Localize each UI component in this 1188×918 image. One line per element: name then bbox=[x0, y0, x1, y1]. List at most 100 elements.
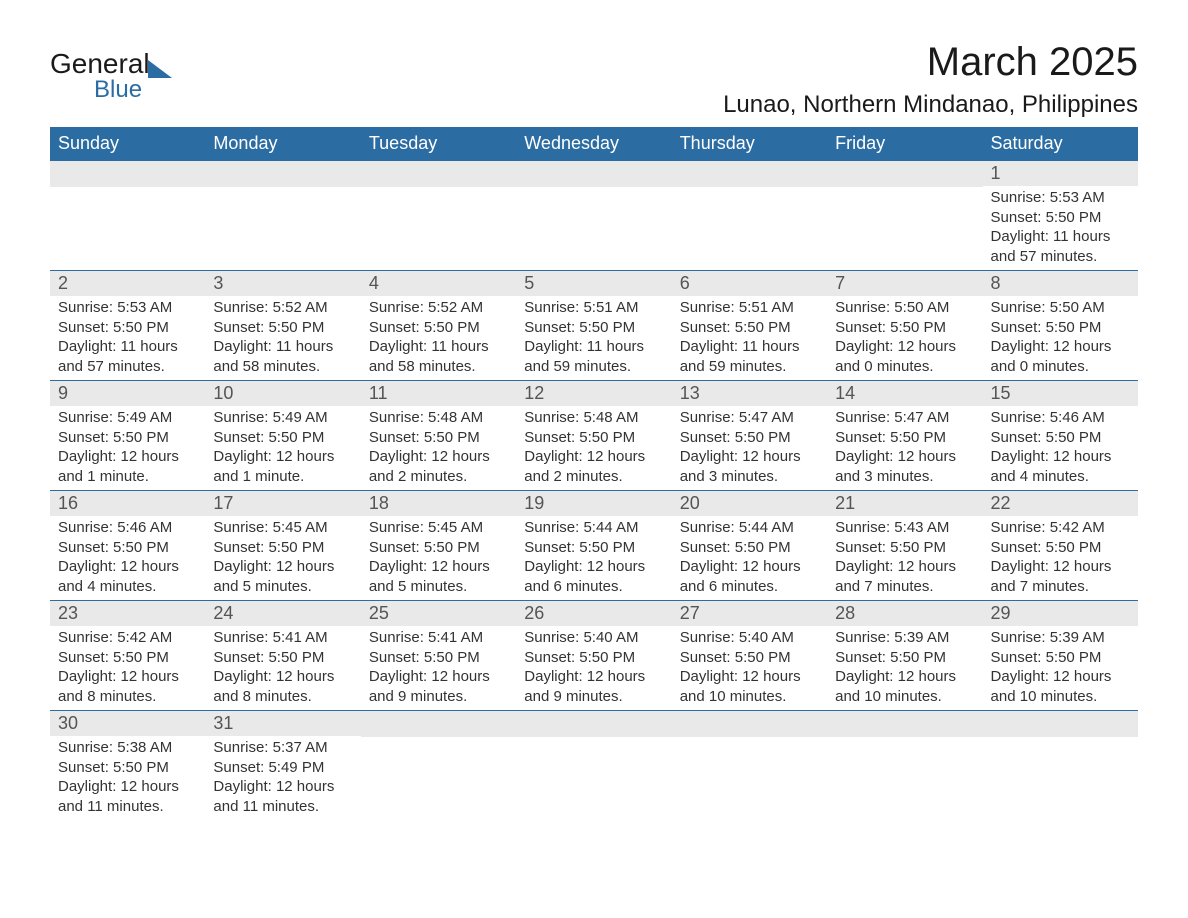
sunset-text: Sunset: 5:50 PM bbox=[58, 538, 197, 558]
day-header: Monday bbox=[205, 127, 360, 161]
day-number: 28 bbox=[827, 601, 982, 626]
day-header: Wednesday bbox=[516, 127, 671, 161]
daylight-text-1: Daylight: 12 hours bbox=[991, 557, 1130, 577]
day-number: 10 bbox=[205, 381, 360, 406]
sunrise-text: Sunrise: 5:46 AM bbox=[991, 408, 1130, 428]
sunset-text: Sunset: 5:50 PM bbox=[991, 428, 1130, 448]
day-content bbox=[516, 187, 671, 193]
daylight-text-1: Daylight: 12 hours bbox=[680, 667, 819, 687]
daylight-text-1: Daylight: 11 hours bbox=[213, 337, 352, 357]
daylight-text-1: Daylight: 12 hours bbox=[213, 557, 352, 577]
logo-text-general: General bbox=[50, 50, 150, 78]
day-number: 2 bbox=[50, 271, 205, 296]
daylight-text-2: and 0 minutes. bbox=[991, 357, 1130, 377]
location-subtitle: Lunao, Northern Mindanao, Philippines bbox=[723, 91, 1138, 119]
day-number: 3 bbox=[205, 271, 360, 296]
sunset-text: Sunset: 5:50 PM bbox=[835, 538, 974, 558]
day-number: 22 bbox=[983, 491, 1138, 516]
day-number bbox=[827, 711, 982, 737]
sunrise-text: Sunrise: 5:51 AM bbox=[524, 298, 663, 318]
day-content bbox=[516, 737, 671, 743]
calendar-week-row: 23Sunrise: 5:42 AMSunset: 5:50 PMDayligh… bbox=[50, 601, 1138, 711]
day-number: 8 bbox=[983, 271, 1138, 296]
daylight-text-1: Daylight: 12 hours bbox=[524, 667, 663, 687]
day-content: Sunrise: 5:39 AMSunset: 5:50 PMDaylight:… bbox=[983, 626, 1138, 710]
daylight-text-2: and 57 minutes. bbox=[58, 357, 197, 377]
day-number bbox=[827, 161, 982, 187]
daylight-text-2: and 9 minutes. bbox=[524, 687, 663, 707]
day-content: Sunrise: 5:53 AMSunset: 5:50 PMDaylight:… bbox=[983, 186, 1138, 270]
day-number: 4 bbox=[361, 271, 516, 296]
daylight-text-1: Daylight: 12 hours bbox=[680, 447, 819, 467]
calendar-day-cell: 22Sunrise: 5:42 AMSunset: 5:50 PMDayligh… bbox=[983, 491, 1138, 601]
calendar-week-row: 30Sunrise: 5:38 AMSunset: 5:50 PMDayligh… bbox=[50, 711, 1138, 821]
sunset-text: Sunset: 5:50 PM bbox=[680, 538, 819, 558]
daylight-text-2: and 0 minutes. bbox=[835, 357, 974, 377]
calendar-day-cell: 6Sunrise: 5:51 AMSunset: 5:50 PMDaylight… bbox=[672, 271, 827, 381]
day-content: Sunrise: 5:40 AMSunset: 5:50 PMDaylight:… bbox=[516, 626, 671, 710]
day-content: Sunrise: 5:50 AMSunset: 5:50 PMDaylight:… bbox=[827, 296, 982, 380]
calendar-day-cell: 27Sunrise: 5:40 AMSunset: 5:50 PMDayligh… bbox=[672, 601, 827, 711]
daylight-text-1: Daylight: 11 hours bbox=[680, 337, 819, 357]
calendar-day-cell: 19Sunrise: 5:44 AMSunset: 5:50 PMDayligh… bbox=[516, 491, 671, 601]
sunset-text: Sunset: 5:50 PM bbox=[991, 538, 1130, 558]
calendar-day-cell: 23Sunrise: 5:42 AMSunset: 5:50 PMDayligh… bbox=[50, 601, 205, 711]
daylight-text-1: Daylight: 11 hours bbox=[991, 227, 1130, 247]
daylight-text-2: and 11 minutes. bbox=[213, 797, 352, 817]
daylight-text-1: Daylight: 12 hours bbox=[524, 557, 663, 577]
day-number: 30 bbox=[50, 711, 205, 736]
sunrise-text: Sunrise: 5:42 AM bbox=[991, 518, 1130, 538]
day-header: Saturday bbox=[983, 127, 1138, 161]
day-content: Sunrise: 5:42 AMSunset: 5:50 PMDaylight:… bbox=[983, 516, 1138, 600]
daylight-text-2: and 1 minute. bbox=[213, 467, 352, 487]
calendar-week-row: 9Sunrise: 5:49 AMSunset: 5:50 PMDaylight… bbox=[50, 381, 1138, 491]
day-number: 14 bbox=[827, 381, 982, 406]
sunrise-text: Sunrise: 5:52 AM bbox=[369, 298, 508, 318]
day-content bbox=[205, 187, 360, 193]
day-content bbox=[827, 187, 982, 193]
daylight-text-1: Daylight: 12 hours bbox=[213, 447, 352, 467]
sunrise-text: Sunrise: 5:49 AM bbox=[213, 408, 352, 428]
day-content bbox=[672, 737, 827, 743]
sunset-text: Sunset: 5:50 PM bbox=[369, 318, 508, 338]
calendar-day-cell: 24Sunrise: 5:41 AMSunset: 5:50 PMDayligh… bbox=[205, 601, 360, 711]
calendar-day-cell bbox=[50, 161, 205, 271]
daylight-text-1: Daylight: 12 hours bbox=[680, 557, 819, 577]
day-content: Sunrise: 5:46 AMSunset: 5:50 PMDaylight:… bbox=[983, 406, 1138, 490]
day-number bbox=[361, 711, 516, 737]
day-number: 24 bbox=[205, 601, 360, 626]
daylight-text-2: and 2 minutes. bbox=[369, 467, 508, 487]
day-content bbox=[672, 187, 827, 193]
day-content: Sunrise: 5:50 AMSunset: 5:50 PMDaylight:… bbox=[983, 296, 1138, 380]
calendar-day-cell bbox=[672, 711, 827, 821]
calendar-day-cell: 21Sunrise: 5:43 AMSunset: 5:50 PMDayligh… bbox=[827, 491, 982, 601]
daylight-text-2: and 8 minutes. bbox=[213, 687, 352, 707]
day-number: 13 bbox=[672, 381, 827, 406]
day-number: 25 bbox=[361, 601, 516, 626]
calendar-day-cell: 15Sunrise: 5:46 AMSunset: 5:50 PMDayligh… bbox=[983, 381, 1138, 491]
sunrise-text: Sunrise: 5:50 AM bbox=[991, 298, 1130, 318]
sunset-text: Sunset: 5:50 PM bbox=[991, 648, 1130, 668]
calendar-day-cell: 14Sunrise: 5:47 AMSunset: 5:50 PMDayligh… bbox=[827, 381, 982, 491]
sunset-text: Sunset: 5:50 PM bbox=[835, 428, 974, 448]
calendar-day-cell: 29Sunrise: 5:39 AMSunset: 5:50 PMDayligh… bbox=[983, 601, 1138, 711]
calendar-day-cell: 4Sunrise: 5:52 AMSunset: 5:50 PMDaylight… bbox=[361, 271, 516, 381]
sunset-text: Sunset: 5:50 PM bbox=[58, 648, 197, 668]
day-number: 12 bbox=[516, 381, 671, 406]
calendar-day-cell: 13Sunrise: 5:47 AMSunset: 5:50 PMDayligh… bbox=[672, 381, 827, 491]
day-number bbox=[361, 161, 516, 187]
daylight-text-2: and 10 minutes. bbox=[835, 687, 974, 707]
day-number: 29 bbox=[983, 601, 1138, 626]
sunrise-text: Sunrise: 5:46 AM bbox=[58, 518, 197, 538]
day-content bbox=[361, 737, 516, 743]
day-number: 16 bbox=[50, 491, 205, 516]
daylight-text-1: Daylight: 11 hours bbox=[524, 337, 663, 357]
logo-text-blue: Blue bbox=[94, 76, 142, 104]
sunset-text: Sunset: 5:50 PM bbox=[524, 318, 663, 338]
daylight-text-1: Daylight: 12 hours bbox=[369, 447, 508, 467]
sunrise-text: Sunrise: 5:45 AM bbox=[369, 518, 508, 538]
daylight-text-2: and 6 minutes. bbox=[524, 577, 663, 597]
sunset-text: Sunset: 5:50 PM bbox=[213, 648, 352, 668]
daylight-text-2: and 10 minutes. bbox=[991, 687, 1130, 707]
sunset-text: Sunset: 5:50 PM bbox=[524, 428, 663, 448]
